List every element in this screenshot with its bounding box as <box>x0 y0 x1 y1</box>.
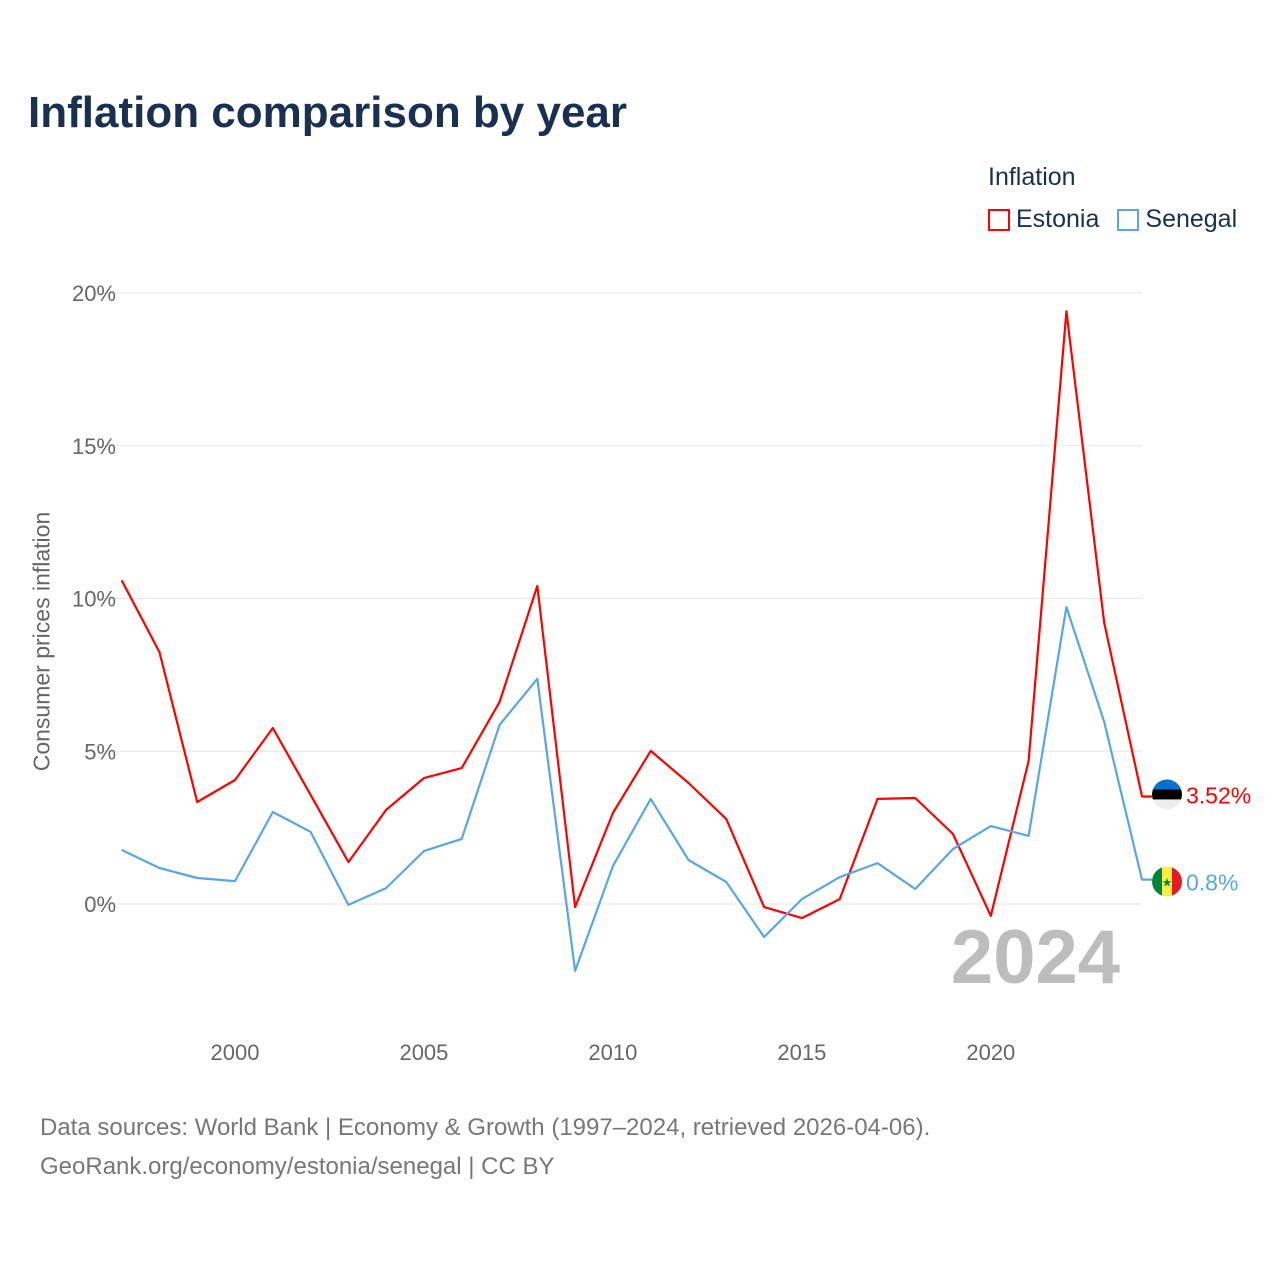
year-watermark: 2024 <box>951 915 1120 1000</box>
footer-link[interactable]: GeoRank.org/economy/estonia/senegal | CC… <box>40 1153 555 1180</box>
footer: Data sources: World Bank | Economy & Gro… <box>40 1108 930 1186</box>
footer-sources: Data sources: World Bank | Economy & Gro… <box>40 1114 931 1141</box>
legend-item-estonia[interactable]: Estonia <box>988 205 1099 234</box>
y-tick-label: 10% <box>72 587 116 612</box>
legend-title: Inflation <box>988 163 1076 191</box>
legend-item-senegal[interactable]: Senegal <box>1117 205 1237 234</box>
y-tick-label: 15% <box>72 434 116 459</box>
legend-swatch-senegal <box>1117 208 1140 231</box>
x-tick-label: 2005 <box>399 1040 448 1065</box>
x-tick-label: 2020 <box>966 1040 1015 1065</box>
end-label-estonia: 3.52% <box>1186 782 1251 808</box>
legend-label-senegal: Senegal <box>1145 205 1238 233</box>
svg-text:★: ★ <box>1162 876 1173 890</box>
flag-icon-estonia <box>1152 779 1182 810</box>
flag-icon-senegal: ★ <box>1152 866 1182 897</box>
end-label-senegal: 0.8% <box>1186 870 1238 896</box>
chart-title: Inflation comparison by year <box>28 88 628 137</box>
y-tick-label: 0% <box>84 892 116 917</box>
y-tick-label: 5% <box>84 739 116 764</box>
legend-label-estonia: Estonia <box>1016 205 1100 233</box>
y-tick-label: 20% <box>72 281 116 306</box>
series-line-estonia <box>120 310 1152 920</box>
x-tick-label: 2015 <box>777 1040 826 1065</box>
series-line-senegal <box>121 605 1152 973</box>
legend-swatch-estonia <box>988 208 1010 231</box>
x-tick-label: 2010 <box>588 1040 637 1065</box>
legend: Estonia Senegal <box>988 205 1237 234</box>
x-tick-label: 2000 <box>211 1040 260 1065</box>
